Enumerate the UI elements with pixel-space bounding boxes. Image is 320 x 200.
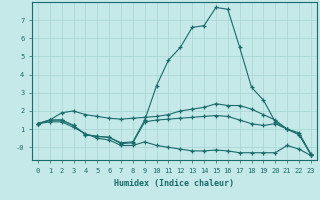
X-axis label: Humidex (Indice chaleur): Humidex (Indice chaleur) bbox=[115, 179, 234, 188]
